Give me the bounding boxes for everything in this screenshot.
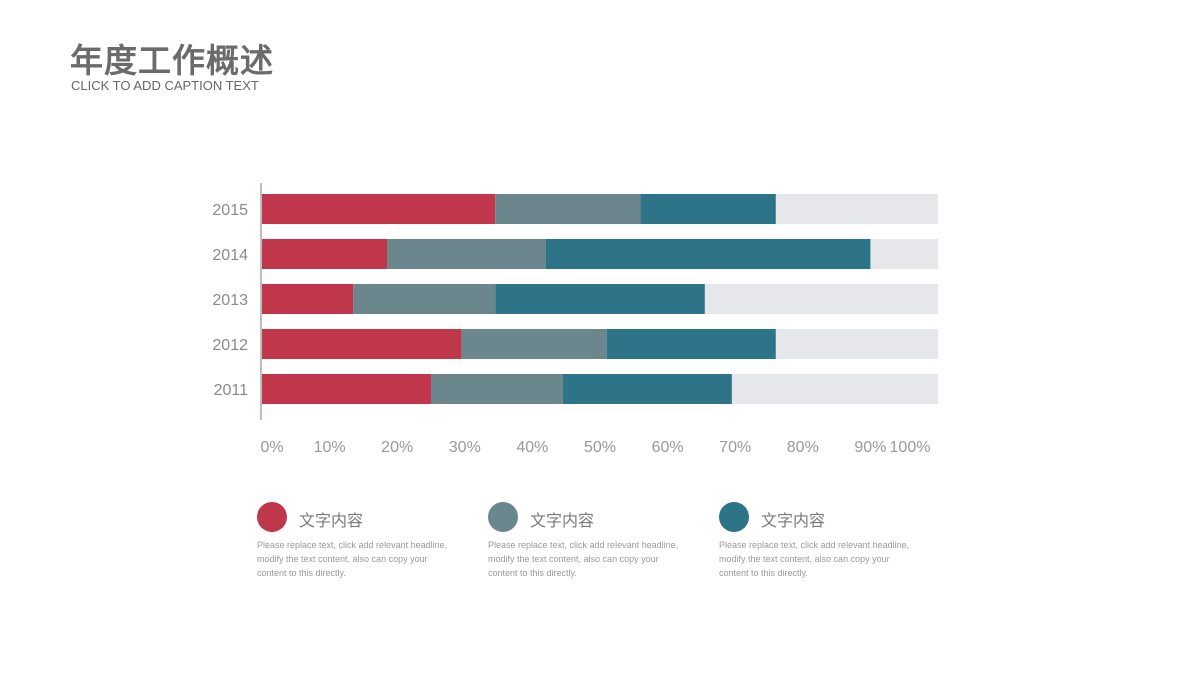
legend-label-3: 文字内容 — [761, 511, 826, 530]
x-tick-label-8: 80% — [787, 439, 819, 456]
bar-2011-series-3 — [562, 374, 732, 404]
x-tick-label-6: 60% — [652, 439, 684, 456]
page-title: 年度工作概述 — [70, 41, 274, 80]
bar-2014-series-1 — [262, 239, 388, 269]
x-tick-label-5: 50% — [584, 439, 616, 456]
bar-2013-series-1 — [262, 284, 354, 314]
legend-description-3: Please replace text, click add relevant … — [719, 540, 910, 578]
legend-description-1: Please replace text, click add relevant … — [257, 540, 448, 578]
bar-2011-series-2 — [431, 374, 563, 404]
bar-2013-series-3 — [495, 284, 705, 314]
category-label-2013: 2013 — [212, 292, 248, 309]
x-tick-label-10: 100% — [890, 439, 931, 456]
bar-2012-series-1 — [262, 329, 462, 359]
bar-2015-series-2 — [495, 194, 641, 224]
bar-2015-series-3 — [640, 194, 776, 224]
bar-2014-series-2 — [387, 239, 546, 269]
x-tick-label-2: 20% — [381, 439, 413, 456]
bar-2014-series-3 — [545, 239, 871, 269]
bar-2012-series-3 — [606, 329, 776, 359]
x-tick-label-9: 90% — [854, 439, 886, 456]
bar-2013-series-2 — [353, 284, 496, 314]
bar-2015-series-1 — [262, 194, 496, 224]
legend-label-2: 文字内容 — [530, 511, 595, 530]
bar-2011-series-1 — [262, 374, 431, 404]
page-subtitle: CLICK TO ADD CAPTION TEXT — [71, 78, 259, 93]
legend-swatch-2 — [488, 502, 518, 532]
x-tick-label-7: 70% — [719, 439, 751, 456]
legend-description-2: Please replace text, click add relevant … — [488, 540, 679, 578]
category-label-2014: 2014 — [212, 247, 248, 264]
legend-label-1: 文字内容 — [299, 511, 364, 530]
legend-swatch-3 — [719, 502, 749, 532]
bar-2012-series-2 — [461, 329, 607, 359]
category-label-2015: 2015 — [212, 202, 248, 219]
category-label-2011: 2011 — [214, 382, 249, 399]
x-tick-label-1: 10% — [314, 439, 346, 456]
category-label-2012: 2012 — [212, 337, 248, 354]
x-tick-label-4: 40% — [516, 439, 548, 456]
legend-swatch-1 — [257, 502, 287, 532]
x-tick-label-3: 30% — [449, 439, 481, 456]
x-tick-label-0: 0% — [260, 439, 283, 456]
